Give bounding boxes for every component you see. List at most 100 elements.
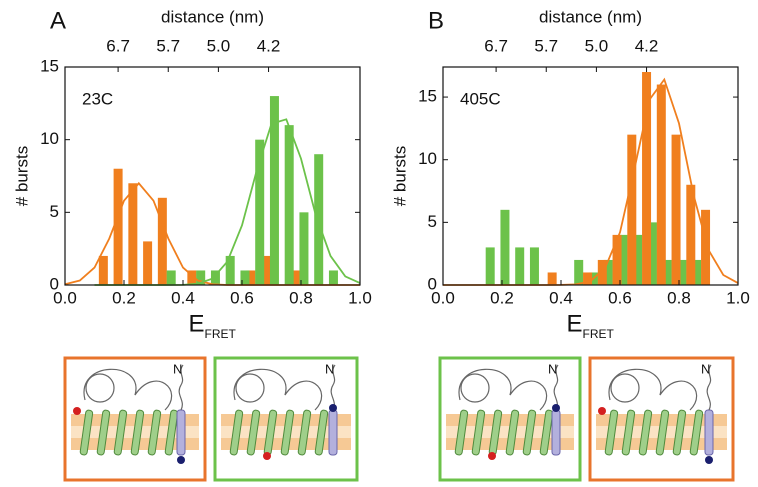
top-tick-label: 5.7 bbox=[156, 36, 180, 55]
dye-blue bbox=[552, 404, 560, 412]
plot-frame bbox=[442, 66, 739, 286]
top-tick-label: 6.7 bbox=[484, 36, 508, 55]
diagram-frame bbox=[213, 356, 359, 482]
loop bbox=[608, 368, 698, 411]
loop bbox=[233, 368, 323, 411]
topology-diagram: N bbox=[588, 356, 735, 482]
y-tick-label: 0 bbox=[50, 274, 59, 293]
top-tick-label: 4.2 bbox=[635, 36, 659, 55]
x-axis-label: E bbox=[188, 310, 204, 337]
bar bbox=[246, 270, 256, 285]
dye-blue bbox=[177, 456, 185, 464]
bar bbox=[269, 96, 279, 285]
x-tick-label: 0.4 bbox=[549, 288, 573, 307]
bar bbox=[98, 255, 108, 285]
bar bbox=[547, 272, 557, 285]
x-tick-label: 0.2 bbox=[112, 288, 136, 307]
bar bbox=[692, 259, 702, 285]
loop-knot bbox=[460, 373, 490, 403]
bar bbox=[157, 197, 167, 285]
n-terminus bbox=[178, 364, 184, 411]
bar bbox=[515, 247, 525, 285]
bar bbox=[662, 259, 672, 285]
bar bbox=[128, 183, 138, 285]
y-tick-label: 10 bbox=[418, 149, 437, 168]
bar bbox=[642, 72, 652, 285]
x-tick-label: 0.0 bbox=[431, 288, 455, 307]
top-tick-label: 5.0 bbox=[585, 36, 609, 55]
bar bbox=[686, 184, 696, 285]
annotation: 23C bbox=[82, 89, 113, 108]
x-tick-label: 0.0 bbox=[53, 288, 77, 307]
top-tick-label: 4.2 bbox=[257, 36, 281, 55]
x-axis-label-sub: FRET bbox=[205, 327, 237, 341]
y-tick-label: 0 bbox=[428, 274, 437, 293]
helix bbox=[229, 409, 244, 456]
panel-label: B bbox=[428, 7, 444, 34]
bar bbox=[113, 168, 123, 285]
bar bbox=[647, 222, 657, 285]
helix bbox=[297, 409, 312, 456]
bar bbox=[143, 241, 153, 285]
bar bbox=[701, 209, 711, 285]
x-tick-label: 0.8 bbox=[667, 288, 691, 307]
n-label: N bbox=[325, 361, 334, 376]
topology-diagram: N bbox=[213, 356, 359, 482]
top-tick-label: 5.7 bbox=[534, 36, 558, 55]
loop bbox=[83, 368, 173, 411]
y-tick-label: 15 bbox=[418, 87, 437, 106]
x-tick-label: 0.4 bbox=[171, 288, 195, 307]
panel-label: A bbox=[50, 7, 66, 34]
bar bbox=[574, 259, 584, 285]
helix bbox=[246, 409, 261, 456]
bar bbox=[328, 270, 338, 285]
helix bbox=[79, 409, 94, 456]
helix bbox=[672, 409, 687, 456]
y-tick-label: 10 bbox=[40, 129, 59, 148]
tm-helix bbox=[704, 409, 714, 456]
bar bbox=[166, 270, 176, 285]
tm-helix bbox=[176, 409, 186, 456]
bar bbox=[284, 125, 294, 285]
helix bbox=[113, 409, 128, 456]
topology-diagram: N bbox=[63, 356, 207, 482]
bar bbox=[290, 270, 300, 285]
annotation: 405C bbox=[460, 89, 501, 108]
tm-helix bbox=[328, 409, 338, 456]
loop-knot bbox=[610, 373, 640, 403]
bar bbox=[671, 134, 681, 285]
bar bbox=[618, 234, 628, 285]
y-axis-label: # bursts bbox=[390, 146, 409, 206]
bar bbox=[225, 255, 235, 285]
x-tick-label: 0.6 bbox=[230, 288, 254, 307]
bar bbox=[255, 139, 265, 285]
helix bbox=[280, 409, 295, 456]
x-tick-label: 0.6 bbox=[608, 288, 632, 307]
bar bbox=[656, 84, 666, 286]
y-tick-label: 5 bbox=[428, 212, 437, 231]
diagram-frame bbox=[588, 356, 735, 482]
helix bbox=[539, 409, 554, 456]
n-terminus bbox=[330, 364, 336, 411]
tm-helix bbox=[551, 409, 561, 456]
bar bbox=[210, 270, 220, 285]
n-label: N bbox=[173, 361, 182, 376]
bar bbox=[485, 247, 495, 285]
bar bbox=[583, 272, 593, 285]
bar bbox=[187, 270, 197, 285]
dye-red bbox=[598, 407, 606, 415]
diagram-frame bbox=[63, 356, 207, 482]
y-tick-label: 15 bbox=[40, 56, 59, 75]
x-axis-label-sub: FRET bbox=[583, 327, 615, 341]
loop-knot bbox=[85, 373, 115, 403]
n-label: N bbox=[548, 361, 557, 376]
n-terminus bbox=[706, 364, 712, 411]
plot-frame bbox=[64, 66, 361, 286]
helix bbox=[655, 409, 670, 456]
helix bbox=[604, 409, 619, 456]
top-axis-label: distance (nm) bbox=[161, 7, 264, 26]
helix bbox=[621, 409, 636, 456]
bar bbox=[603, 259, 613, 285]
bar bbox=[612, 234, 622, 285]
topology-diagram: N bbox=[438, 356, 582, 482]
